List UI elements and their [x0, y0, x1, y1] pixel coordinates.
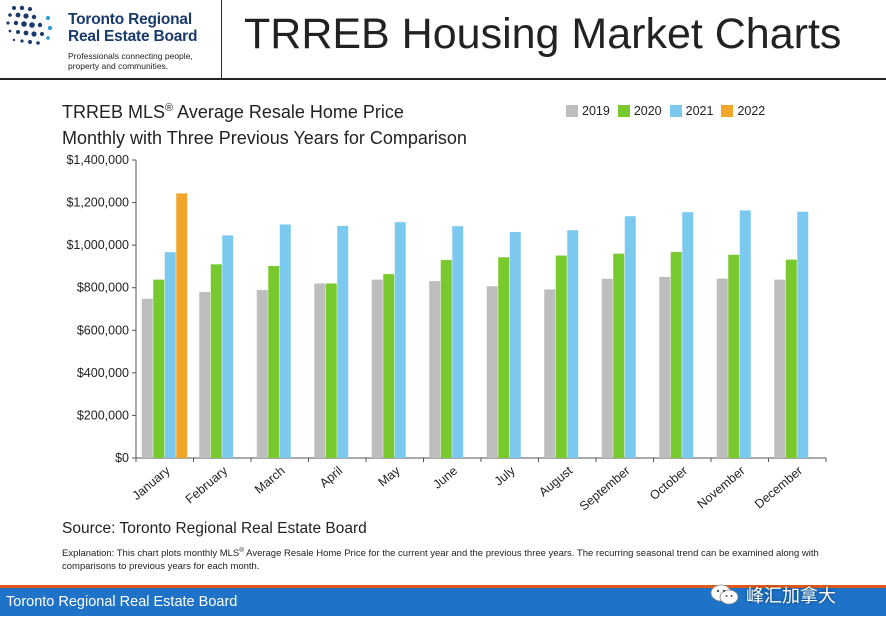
bar-2020-june [440, 260, 452, 458]
x-tick-label-december: December [752, 464, 805, 512]
bar-2019-september [601, 278, 613, 458]
registered-mark: ® [165, 102, 174, 114]
bar-2019-november [716, 278, 728, 458]
bar-2019-december [774, 279, 786, 458]
bar-2019-july [486, 286, 498, 458]
legend-swatch-2019 [566, 105, 578, 117]
y-tick-label: $800,000 [77, 281, 129, 295]
bar-2020-november [728, 254, 740, 458]
bar-2019-may [371, 279, 383, 458]
bar-2019-august [544, 289, 556, 458]
wechat-icon [710, 584, 739, 605]
x-tick-label-july: July [492, 463, 519, 488]
bar-2019-june [429, 281, 441, 458]
bar-2020-august [555, 255, 567, 458]
x-tick-label-june: June [430, 464, 460, 492]
legend-swatch-2020 [617, 105, 630, 117]
x-tick-label-january: January [130, 463, 174, 503]
bar-2021-may [394, 222, 406, 458]
page-title: TRREB Housing Market Charts [244, 10, 842, 58]
bar-2020-january [153, 279, 165, 458]
chart-legend: 2019 2020 2021 2022 [566, 104, 765, 118]
bar-2021-march [279, 224, 291, 458]
logo-dots-icon [6, 5, 53, 45]
x-tick-label-february: February [183, 463, 231, 506]
header-divider [221, 0, 222, 80]
bar-2021-july [509, 231, 521, 458]
bar-2021-august [567, 230, 579, 458]
y-tick-label: $400,000 [77, 366, 129, 380]
legend-label-2022: 2022 [737, 104, 766, 118]
footer-accent-rule [0, 585, 886, 588]
bar-2019-march [256, 290, 268, 458]
x-tick-label-april: April [317, 464, 345, 491]
chart-subtitle: Monthly with Three Previous Years for Co… [62, 128, 467, 148]
bar-2020-october [670, 251, 682, 458]
watermark: 峰汇加拿大 [710, 582, 836, 608]
bar-2021-november [739, 210, 751, 458]
bar-chart: $0 $200,000 $400,000 $600,000 $800,000 $1,000… [66, 153, 827, 514]
bar-2019-april [314, 283, 326, 458]
explanation-text: Explanation: This chart plots monthly ML… [62, 548, 240, 560]
chart-title-prefix: TRREB MLS [62, 102, 166, 122]
explanation-registered-mark: ® [239, 547, 245, 554]
bar-2022-january [176, 193, 188, 458]
bar-2021-september [624, 216, 636, 458]
org-name-line2: Real Estate Board [68, 28, 198, 45]
page-header: Toronto Regional Real Estate Board Profe… [0, 0, 886, 80]
x-tick-label-august: August [536, 463, 575, 499]
legend-label-2019: 2019 [582, 104, 610, 118]
y-tick-label: $1,000,000 [66, 238, 129, 252]
legend-item-2022: 2022 [721, 104, 765, 118]
org-tagline: Professionals connecting people, propert… [68, 51, 193, 71]
bar-2021-december [797, 211, 809, 458]
chart-title-suffix: Average Resale Home Price [173, 102, 404, 122]
legend-label-2021: 2021 [685, 104, 714, 118]
watermark-text: 峰汇加拿大 [746, 586, 836, 606]
legend-item-2020: 2020 [617, 104, 662, 118]
bar-2020-september [613, 253, 625, 458]
bar-2020-april [325, 283, 337, 458]
legend-item-2019: 2019 [566, 104, 610, 118]
legend-swatch-2022 [721, 105, 734, 117]
footer-bar: Toronto Regional Real Estate Board [0, 588, 886, 616]
x-tick-label-may: May [376, 463, 404, 489]
legend-label-2020: 2020 [633, 104, 662, 118]
source-note: Source: Toronto Regional Real Estate Boa… [62, 520, 367, 537]
x-tick-label-september: September [577, 464, 633, 514]
y-tick-label: $200,000 [77, 408, 129, 422]
x-tick-label-november: November [695, 464, 748, 512]
chart-title-line1: TRREB MLS® Average Resale Home Price [62, 95, 467, 125]
explanation-note: Explanation: This chart plots monthly ML… [62, 545, 822, 573]
x-tick-label-october: October [647, 464, 690, 503]
bar-2020-february [210, 264, 222, 458]
bar-2021-january [164, 252, 176, 458]
org-name-line1: Toronto Regional [68, 11, 192, 28]
bar-2020-december [785, 259, 797, 458]
bar-2019-october [659, 276, 671, 458]
bar-2021-april [337, 225, 349, 458]
header-rule [0, 78, 886, 80]
bar-2021-june [452, 226, 464, 458]
legend-swatch-2021 [669, 105, 682, 117]
bar-2019-february [199, 291, 211, 458]
y-tick-label: $0 [115, 451, 129, 465]
footer-text: Toronto Regional Real Estate Board [6, 594, 238, 610]
y-tick-label: $1,200,000 [66, 196, 129, 210]
bar-2020-july [498, 257, 510, 458]
trreb-logo: Toronto Regional Real Estate Board Profe… [4, 4, 219, 78]
legend-item-2021: 2021 [669, 104, 714, 118]
bar-2019-january [141, 298, 153, 458]
bar-2020-march [268, 266, 280, 458]
bar-2021-october [682, 212, 694, 458]
bar-2020-may [383, 274, 395, 458]
bar-2021-february [222, 235, 234, 458]
explanation-text-rest: Average Resale Home Price for the curren… [62, 548, 819, 572]
x-tick-label-march: March [252, 464, 288, 497]
y-tick-label: $1,400,000 [66, 153, 129, 167]
chart-title: TRREB MLS® Average Resale Home Price Mon… [62, 95, 467, 151]
y-tick-label: $600,000 [77, 323, 129, 337]
